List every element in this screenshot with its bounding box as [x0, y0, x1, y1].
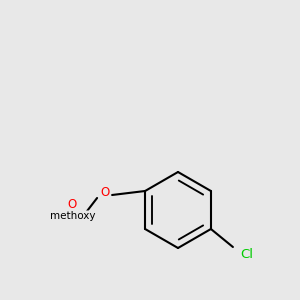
- Text: O: O: [68, 199, 77, 212]
- Text: Cl: Cl: [240, 248, 254, 262]
- Text: methoxy: methoxy: [50, 211, 96, 221]
- Text: O: O: [100, 187, 110, 200]
